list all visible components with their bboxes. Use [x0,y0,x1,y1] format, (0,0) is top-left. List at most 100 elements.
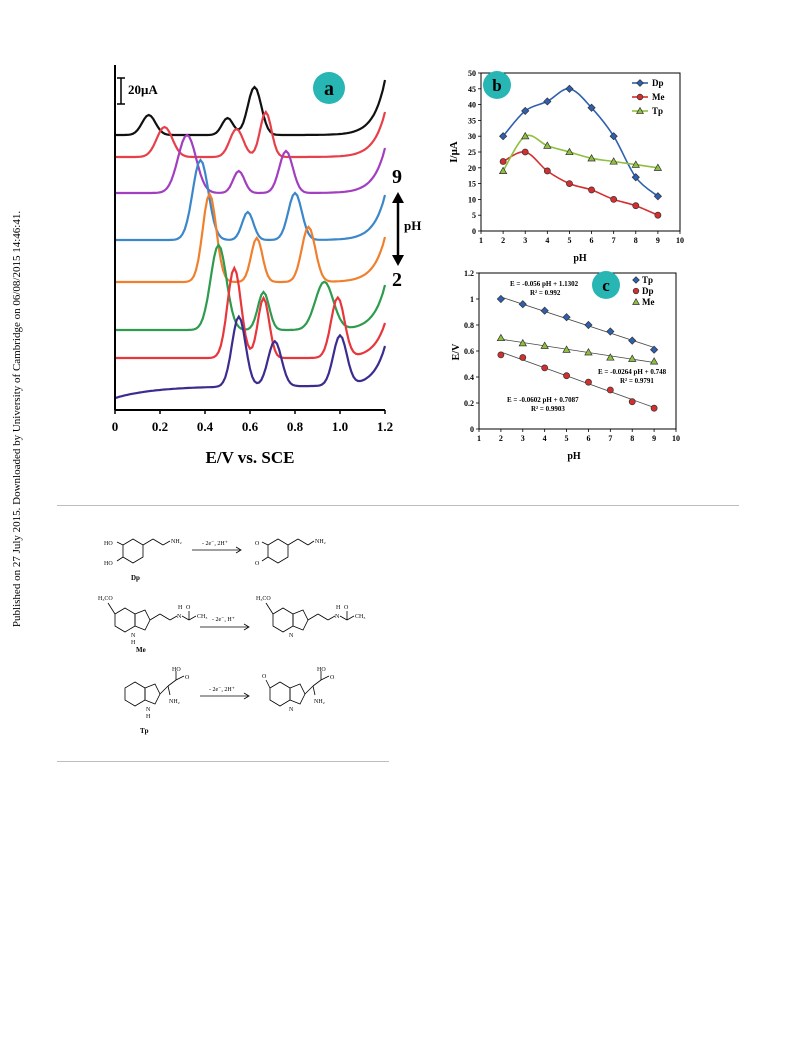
trendline-me [500,338,655,363]
data-point [518,338,527,347]
scheme-rule [57,761,389,762]
panel-c-x-tick-label: 9 [652,434,656,443]
data-point [518,300,527,309]
panel-b-x-tick-label: 2 [501,236,505,245]
data-point [584,320,593,330]
tp-o: O [185,675,190,681]
me-product-amide-n: N [335,614,340,620]
data-point [543,97,552,106]
panel-b-series [498,84,663,219]
voltammogram-traces [114,79,387,400]
data-point [562,313,571,322]
panel-a-x-tick-label: 1.0 [332,419,348,434]
me-amide-h: H [178,605,183,611]
dp-product-nh2: NH₂ [315,539,326,545]
data-point [654,211,662,219]
panel-c-badge [592,271,620,299]
me-arrow-label: - 2e⁻, H⁺ [212,617,235,623]
panel-b-y-tick-label: 45 [468,85,476,94]
data-point [562,345,571,353]
panel-c-r2-me: R² = 0.9791 [620,377,654,385]
panel-b-x-tick-label: 4 [545,236,549,245]
trendline-dp [500,351,655,408]
me-product-o: O [344,605,349,611]
panel-c-y-tick-label: 0.6 [464,347,474,356]
dp-arrow-label: - 2e⁻, 2H⁺ [202,541,228,547]
panel-c-x-tick-label: 1 [477,434,481,443]
panel-b-y-tick-label: 0 [472,227,476,236]
data-point [496,333,506,342]
dp-product-o2: O [255,561,260,567]
panel-b-y-tick-label: 25 [468,148,476,157]
data-point [521,148,529,156]
data-point [496,294,505,304]
data-point [521,106,530,116]
data-point [565,84,574,93]
panel-b-y-label: I/μA [448,141,460,163]
voltammogram-trace [114,314,387,400]
panel-c-x-tick-label: 8 [630,434,634,443]
dp-label: Dp [131,574,140,582]
panel-a-x-ticks: 0 0.2 0.4 0.6 0.8 1.0 1.2 [112,410,393,434]
data-point [653,192,662,201]
data-point [541,364,549,372]
data-point [585,378,592,386]
me-amide-n: N [177,614,182,620]
panel-b-badge [483,71,511,99]
data-point [636,93,644,101]
panel-b-y-tick-label: 50 [468,69,476,78]
panel-b-y-tick-label: 20 [468,164,476,173]
data-point [499,158,507,165]
data-point [650,345,659,354]
me-product-n: N [289,633,294,639]
legend-label-tp: Tp [642,275,653,285]
dp-product-o1: O [255,541,260,547]
data-point [609,132,618,141]
ph-arrow-label: pH [404,218,421,233]
data-point [628,354,637,362]
ph-top-label: 9 [392,166,402,188]
tp-indole-h: H [146,714,151,720]
tp-product-o: O [262,674,267,680]
data-point [519,354,527,361]
panel-b-x-label: pH [573,253,587,264]
figure-rule [57,505,739,506]
voltammogram-trace [115,191,387,284]
dp-nh2: NH₂ [171,539,182,545]
me-label: Me [136,646,146,654]
data-point [543,167,551,175]
tp-product-nh2: NH₂ [314,699,325,705]
panel-a-x-tick-label: 0 [112,419,119,434]
panel-c-x-tick-label: 2 [499,434,503,443]
tp-product-n: N [289,707,294,713]
ph-bottom-label: 2 [392,269,402,291]
panel-c-x-tick-label: 4 [543,434,547,443]
panel-a-x-label: E/V vs. SCE [206,448,295,467]
panel-c-series [496,294,659,412]
panel-c-x-label: pH [567,451,581,462]
tp-product-o2: O [330,675,335,681]
panel-a-x-tick-label: 0.6 [242,419,259,434]
panel-c-y-label: E/V [451,343,462,360]
me-product-ch3: CH₃ [355,614,365,620]
panel-b-y-tick-label: 10 [468,195,476,204]
tp-reaction [124,671,330,707]
data-point [540,306,549,315]
data-point [498,166,508,175]
panel-b-x-tick-label: 10 [676,236,684,245]
data-point [563,372,570,380]
panel-c-eq-tp: E = -0.056 pH + 1.1302 [510,280,579,288]
data-point [588,186,595,194]
me-indole-n: N [131,633,136,639]
me-indole-h: H [131,640,136,646]
data-point [653,163,663,171]
panel-c-y-tick-label: 0.4 [464,373,474,382]
voltammogram-trace [115,243,387,332]
panel-b-y-tick-label: 35 [468,116,476,125]
panel-b-y-tick-label: 30 [468,132,476,141]
panel-b-x-tick-label: 6 [590,236,594,245]
panel-a-x-tick-label: 1.2 [377,419,393,434]
